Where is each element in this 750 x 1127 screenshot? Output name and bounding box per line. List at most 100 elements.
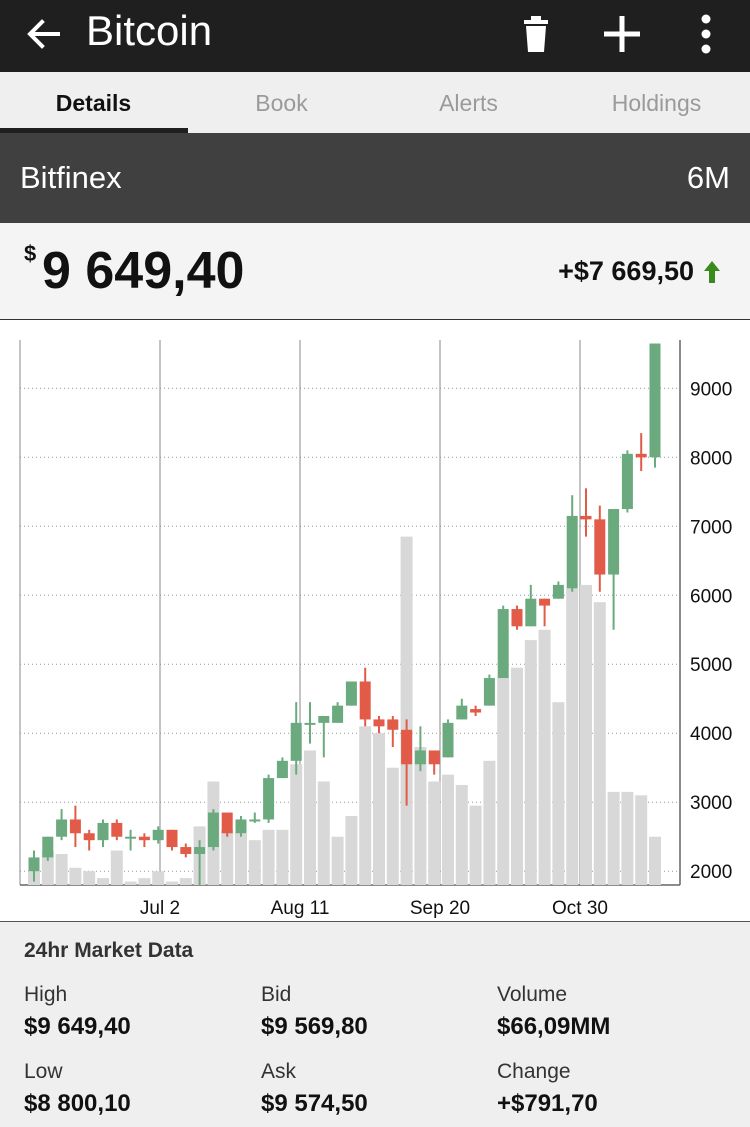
candle[interactable] xyxy=(56,809,68,841)
currency-symbol: $ xyxy=(24,241,37,266)
tab-indicator xyxy=(0,128,188,133)
candle[interactable] xyxy=(166,829,178,851)
candle[interactable] xyxy=(304,702,316,744)
candle[interactable] xyxy=(373,715,385,734)
candle[interactable] xyxy=(318,715,330,758)
tab-details[interactable]: Details xyxy=(55,90,132,116)
candle[interactable] xyxy=(635,433,647,472)
candle[interactable] xyxy=(332,702,344,723)
candle[interactable] xyxy=(97,819,109,848)
volume-bar xyxy=(455,784,468,885)
volume-bar xyxy=(262,829,275,885)
candle[interactable] xyxy=(276,757,288,779)
x-tick-label: Jul 2 xyxy=(140,898,180,919)
candle[interactable] xyxy=(470,705,482,716)
candle[interactable] xyxy=(387,715,399,748)
exchange-name[interactable]: Bitfinex xyxy=(20,160,122,195)
candle[interactable] xyxy=(221,812,233,837)
candle[interactable] xyxy=(263,774,275,823)
candle[interactable] xyxy=(152,826,164,844)
candle[interactable] xyxy=(483,674,495,706)
candle[interactable] xyxy=(194,840,206,885)
volume-bar xyxy=(290,764,303,885)
x-tick-label: Oct 30 xyxy=(552,898,608,919)
y-tick-label: 5000 xyxy=(690,655,732,676)
candle[interactable] xyxy=(594,505,606,592)
candle[interactable] xyxy=(111,819,123,841)
candle[interactable] xyxy=(539,598,551,627)
y-tick-label: 7000 xyxy=(690,517,732,538)
candle[interactable] xyxy=(580,488,592,537)
y-tick-label: 6000 xyxy=(690,586,732,607)
tab-alerts[interactable]: Alerts xyxy=(439,90,498,116)
trash-icon[interactable] xyxy=(512,10,560,58)
volume-bar xyxy=(580,584,592,885)
volume-bar xyxy=(317,781,330,885)
candle[interactable] xyxy=(290,702,302,775)
app-bar: Bitcoin xyxy=(0,0,750,72)
volume-bar xyxy=(138,878,151,885)
tab-book[interactable]: Book xyxy=(255,90,308,116)
volume-bar xyxy=(483,760,496,885)
stat-label: Bid xyxy=(261,983,292,1006)
stat-value: $9 569,80 xyxy=(261,1013,368,1040)
y-tick-label: 4000 xyxy=(690,724,732,745)
volume-bar xyxy=(607,791,620,885)
more-vertical-icon[interactable] xyxy=(682,10,730,58)
volume-bar xyxy=(400,536,413,885)
candle[interactable] xyxy=(608,509,620,630)
candle[interactable] xyxy=(525,584,537,627)
candle[interactable] xyxy=(456,698,468,720)
stat-label: Ask xyxy=(261,1060,297,1083)
volume-bar xyxy=(331,836,344,885)
candle[interactable] xyxy=(345,681,357,706)
volume-bar xyxy=(373,733,385,885)
stat-label: Volume xyxy=(497,983,568,1006)
price-chart[interactable]: 2000 3000 4000 5000 6000 7000 8000 9000 Jul 2 Aug… xyxy=(0,320,750,922)
candle[interactable] xyxy=(414,726,426,772)
exchange-bar: Bitfinex 6M xyxy=(0,133,750,223)
candle[interactable] xyxy=(552,581,564,599)
candle[interactable] xyxy=(249,812,261,823)
volume-bar xyxy=(248,840,261,885)
tab-holdings[interactable]: Holdings xyxy=(611,90,702,116)
candle[interactable] xyxy=(497,605,509,679)
candlestick-chart[interactable]: 2000 3000 4000 5000 6000 7000 8000 9000 Jul 2 Aug… xyxy=(0,320,750,921)
y-tick-label: 9000 xyxy=(690,379,732,400)
candle[interactable] xyxy=(401,719,413,806)
current-price: 9 649,40 xyxy=(42,242,245,300)
volume-bar xyxy=(83,871,96,885)
volume-bar xyxy=(235,833,247,885)
plus-icon[interactable] xyxy=(598,10,646,58)
volume-bar xyxy=(497,678,510,885)
stat-low: Low $8 800,10 xyxy=(24,1059,131,1119)
candle[interactable] xyxy=(125,829,137,851)
candle[interactable] xyxy=(138,833,150,848)
volume-bar xyxy=(414,747,427,885)
candle[interactable] xyxy=(442,719,454,758)
candle[interactable] xyxy=(207,809,219,851)
candle[interactable] xyxy=(235,816,247,837)
candle[interactable] xyxy=(566,495,578,592)
candle[interactable] xyxy=(428,750,440,775)
candle[interactable] xyxy=(649,343,661,468)
candle[interactable] xyxy=(621,450,633,513)
candle[interactable] xyxy=(83,829,95,851)
y-tick-label: 2000 xyxy=(690,862,732,883)
stat-label: Change xyxy=(497,1060,571,1083)
candle[interactable] xyxy=(180,843,192,858)
stat-ask: Ask $9 574,50 xyxy=(261,1059,368,1119)
volume-bar xyxy=(386,767,399,885)
candle[interactable] xyxy=(359,667,371,727)
volume-bar xyxy=(166,881,178,885)
y-tick-label: 8000 xyxy=(690,448,732,469)
volume-bar xyxy=(552,702,565,885)
candle[interactable] xyxy=(511,605,523,630)
volume-bar xyxy=(566,588,579,885)
arrow-left-icon[interactable] xyxy=(22,12,66,56)
x-tick-label: Sep 20 xyxy=(410,898,470,919)
candle[interactable] xyxy=(69,805,81,848)
candle[interactable] xyxy=(42,836,54,861)
candle[interactable] xyxy=(28,850,40,882)
time-range-selector[interactable]: 6M xyxy=(686,160,730,195)
